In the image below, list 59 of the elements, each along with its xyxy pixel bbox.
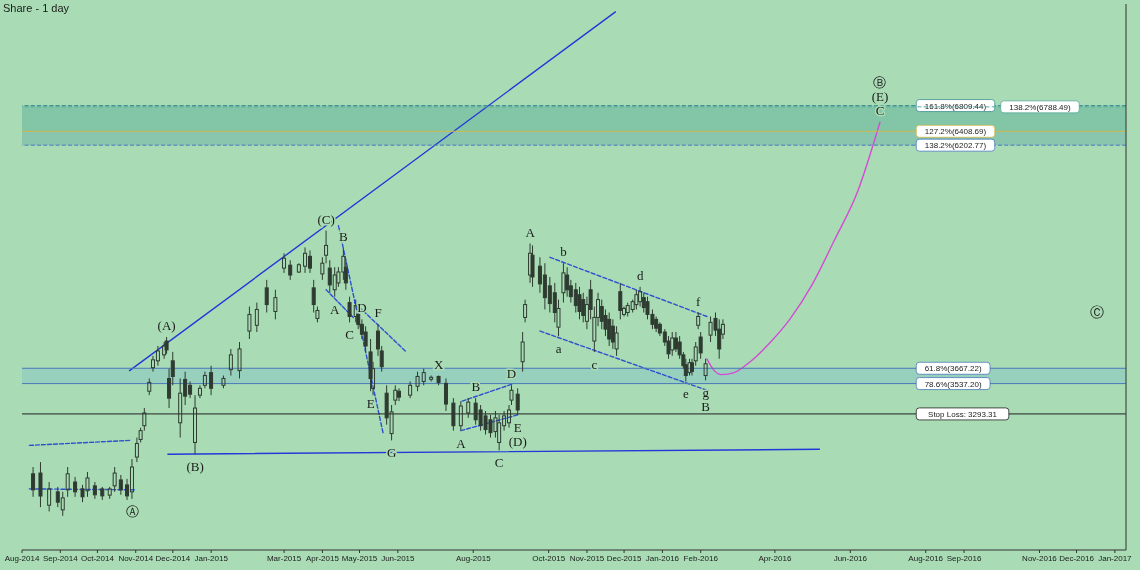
- annotation: d: [636, 267, 644, 283]
- x-tick-label: Sep-2016: [946, 553, 982, 563]
- ref-line-label: 61.8%(3667.22): [924, 363, 982, 373]
- ref-line-label: 138.2%(6202.77): [924, 140, 987, 150]
- x-tick-label: Jun-2016: [833, 553, 868, 563]
- x-tick-label: Dec-2014: [155, 553, 191, 563]
- annotation: Ⓑ: [873, 74, 887, 90]
- x-tick-label: Jan-2016: [645, 553, 680, 563]
- x-tick-label: Sep-2014: [42, 553, 79, 563]
- x-tick-label: Feb-2016: [683, 553, 719, 563]
- annotation: C: [494, 454, 504, 470]
- x-tick-label: May-2015: [341, 553, 378, 563]
- annotation: Ⓐ: [125, 503, 139, 519]
- annotation: B: [339, 228, 349, 244]
- chart-title: Share - 1 day: [3, 2, 70, 14]
- annotation: a: [555, 340, 562, 356]
- ref-line-label: 138.2%(6788.49): [1009, 102, 1072, 112]
- x-tick-label: Apr-2015: [305, 553, 340, 563]
- ref-line-label: 127.2%(6408.69): [924, 126, 987, 136]
- annotation: C: [345, 326, 354, 342]
- x-tick-label: Dec-2016: [1059, 553, 1095, 563]
- annotation: e: [682, 385, 689, 401]
- annotation: C: [875, 102, 885, 118]
- x-tick-label: Jan-2017: [1098, 553, 1133, 563]
- x-tick-label: Mar-2015: [266, 553, 302, 563]
- annotation: (B): [186, 458, 204, 474]
- x-tick-label: Jun-2015: [381, 553, 416, 563]
- ref-line-label: 161.8%(6809.44): [924, 101, 987, 111]
- annotation: A: [456, 435, 467, 451]
- annotation: g: [702, 384, 710, 400]
- annotation: D: [506, 365, 517, 381]
- annotation: c: [591, 356, 598, 372]
- ref-line-label: Stop Loss: 3293.31: [928, 409, 998, 419]
- annotation: (A): [157, 317, 176, 333]
- x-tick-label: Aug-2014: [4, 553, 40, 563]
- annotation: F: [374, 304, 382, 320]
- x-tick-label: Aug-2016: [908, 553, 944, 563]
- x-tick-label: Apr-2016: [758, 553, 792, 563]
- annotation: A: [525, 224, 536, 240]
- x-tick-label: Nov-2014: [118, 553, 154, 563]
- x-tick-label: Aug-2015: [455, 553, 492, 563]
- x-tick-label: Nov-2015: [569, 553, 605, 563]
- annotation: (D): [508, 433, 527, 449]
- annotation: f: [696, 293, 702, 308]
- annotation: B: [471, 378, 481, 394]
- x-tick-label: Dec-2015: [606, 553, 642, 563]
- x-tick-label: Oct-2015: [532, 553, 566, 563]
- annotation: E: [513, 419, 522, 435]
- annotation: X: [433, 356, 444, 372]
- x-tick-label: Jan-2015: [194, 553, 229, 563]
- annotation: A: [330, 301, 341, 317]
- annotation: Ⓒ: [1090, 304, 1104, 323]
- ref-line-label: 78.6%(3537.20): [924, 379, 982, 389]
- annotation: b: [560, 243, 567, 259]
- annotation: (C): [317, 211, 335, 227]
- x-tick-label: Nov-2016: [1022, 553, 1058, 563]
- x-tick-label: Oct-2014: [80, 553, 115, 563]
- annotation: (E): [871, 88, 889, 104]
- annotation: E: [366, 395, 375, 411]
